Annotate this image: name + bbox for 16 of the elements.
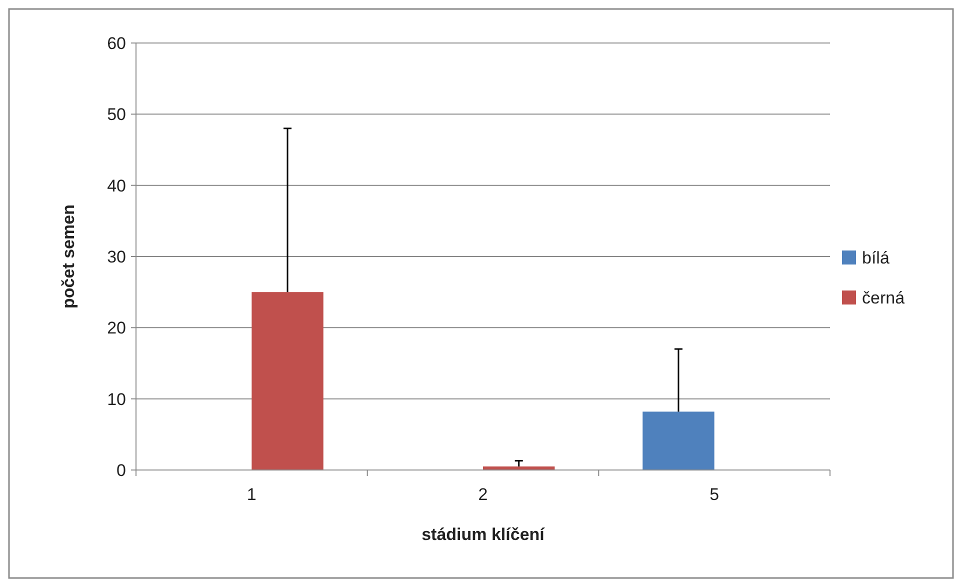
x-axis-title: stádium klíčení [422, 525, 546, 544]
y-tick-label: 60 [107, 34, 126, 53]
y-tick-label: 40 [107, 176, 126, 196]
y-tick-label: 10 [107, 390, 126, 409]
y-tick-label: 20 [107, 318, 126, 338]
legend-label: bílá [862, 248, 890, 268]
y-axis-title: počet semen [59, 204, 78, 308]
legend-label: černá [862, 288, 906, 308]
x-tick-label: 5 [710, 485, 720, 504]
x-tick-label: 1 [246, 485, 256, 504]
y-tick-label: 30 [107, 247, 126, 266]
y-tick-label: 50 [107, 105, 126, 124]
bar [252, 292, 324, 470]
x-tick-label: 2 [478, 485, 488, 504]
y-tick-label: 0 [116, 460, 126, 480]
bar [642, 412, 714, 470]
